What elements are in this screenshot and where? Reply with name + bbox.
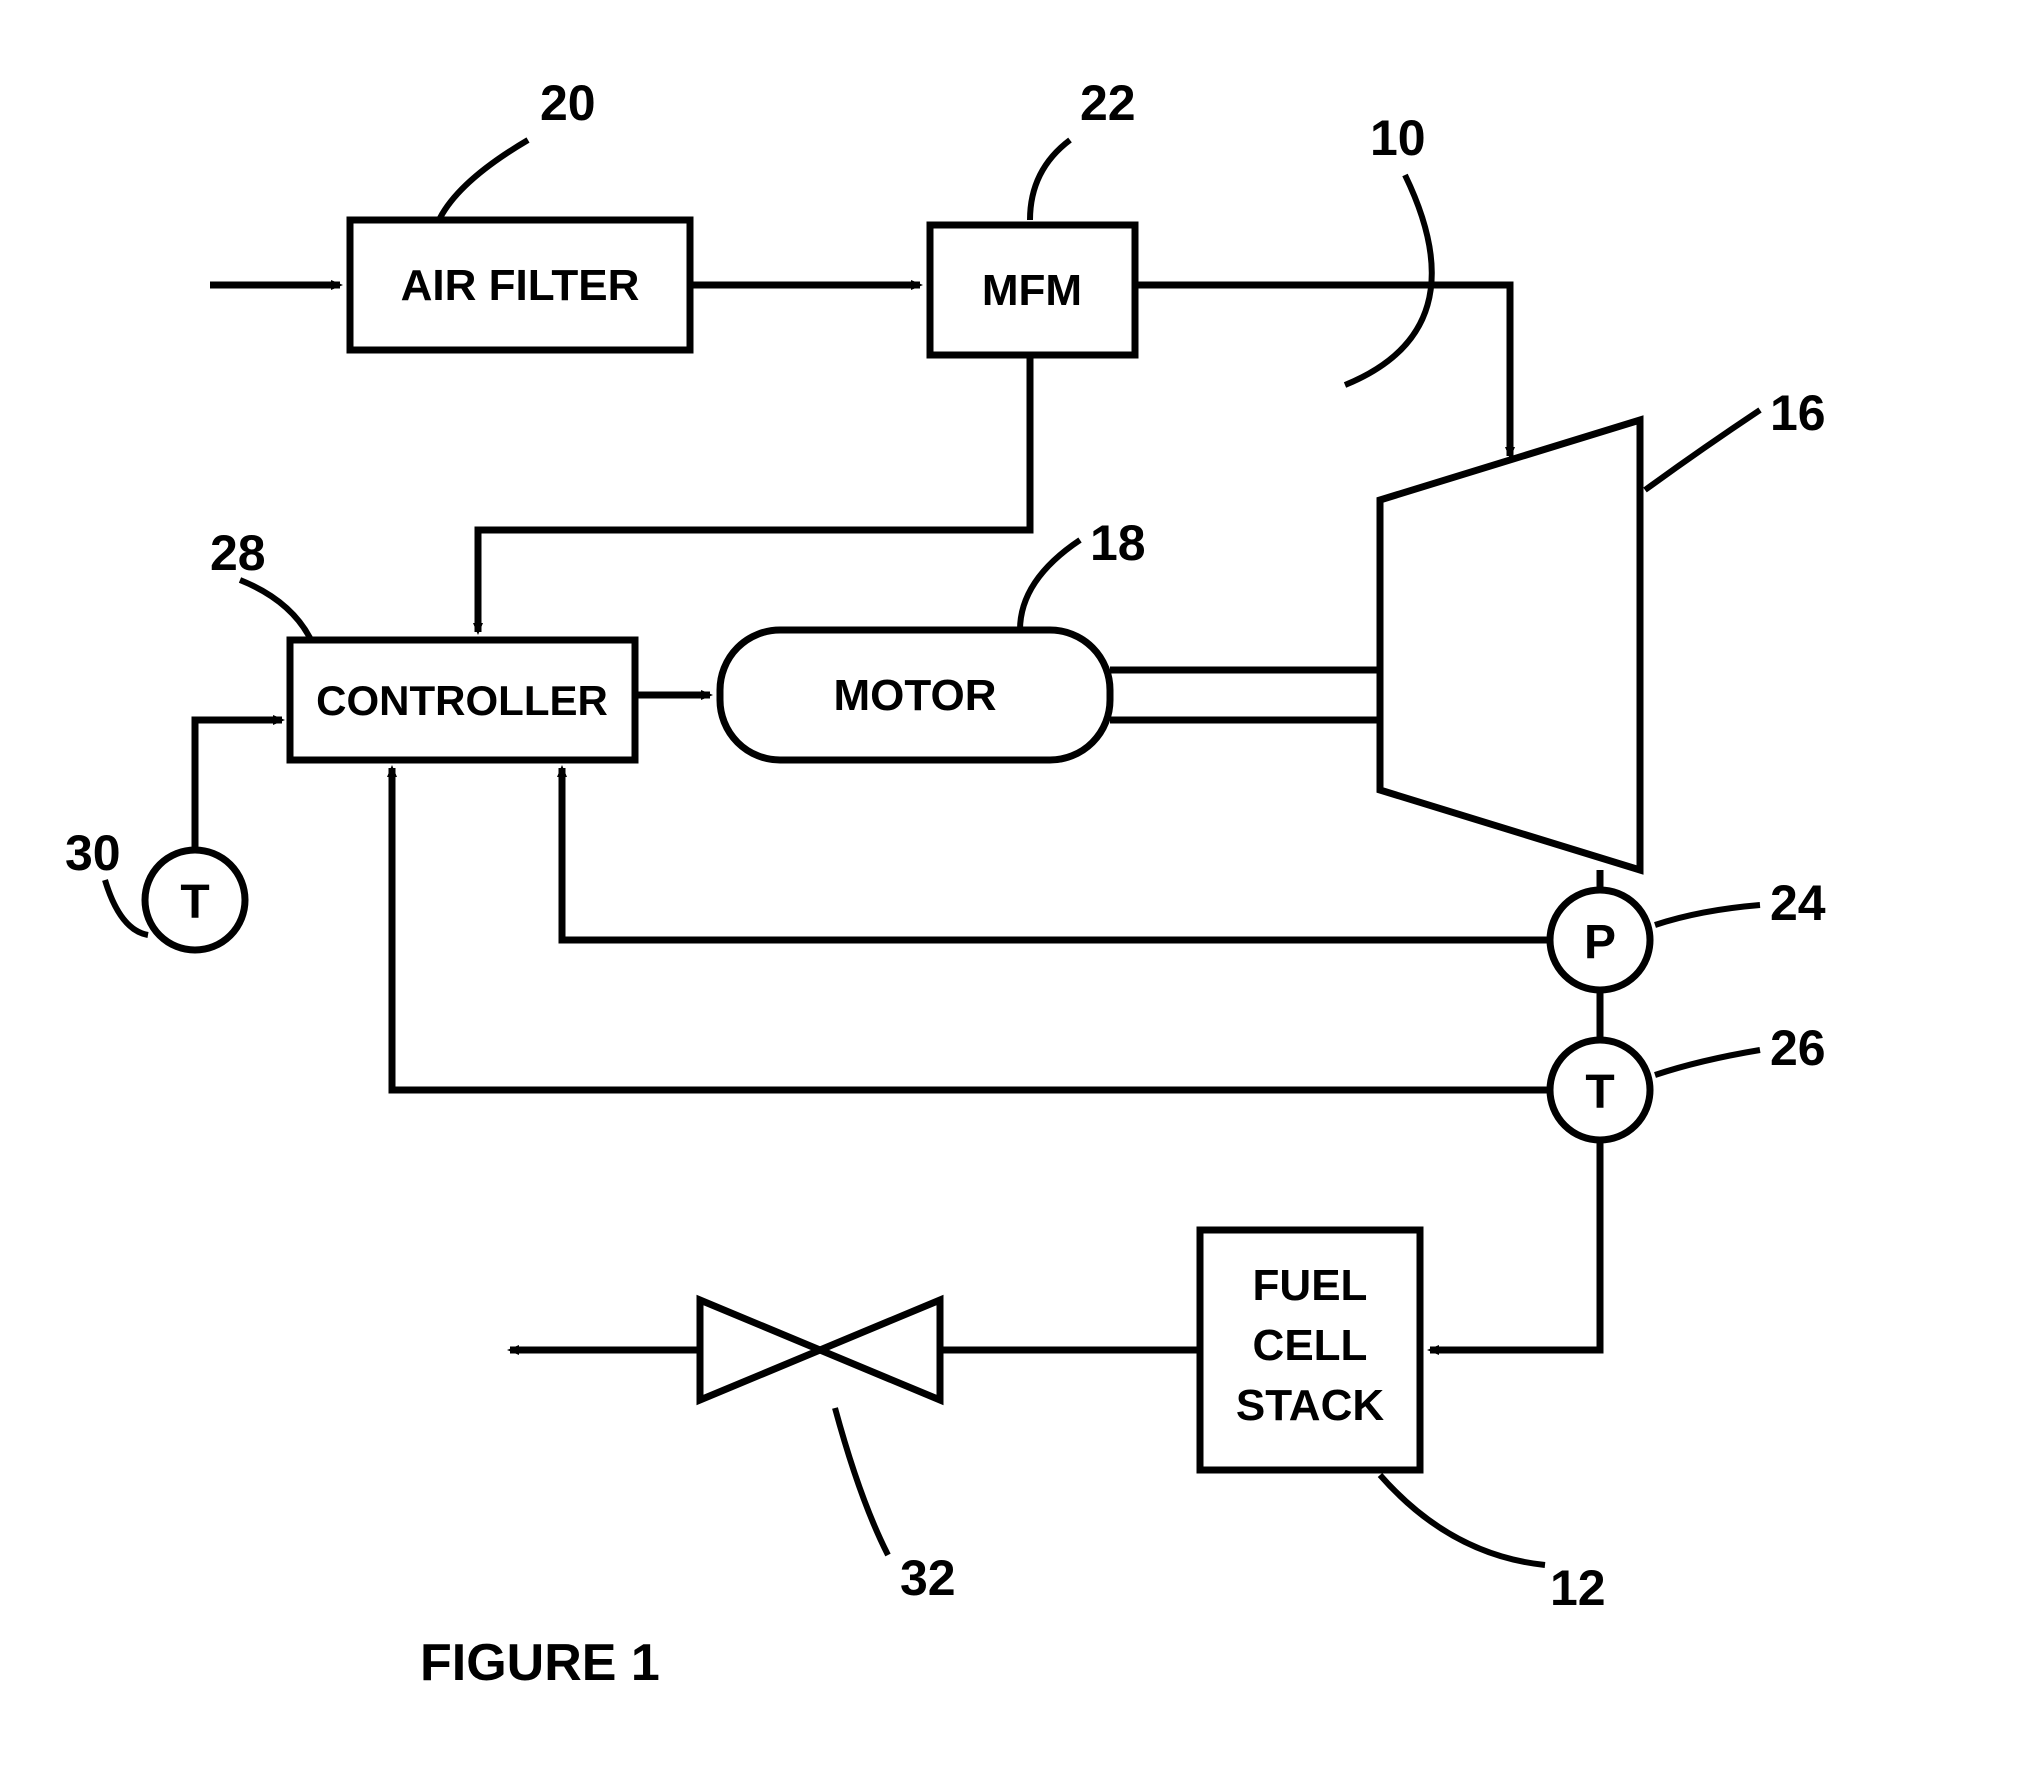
mfm-label: MFM: [982, 266, 1082, 315]
ref-16-leader: [1645, 410, 1760, 490]
t-sensor-inlet: T: [145, 850, 245, 950]
arrow-tin-controller: [195, 720, 282, 850]
valve-right: [820, 1300, 940, 1400]
fuel-cell-block: FUEL CELL STACK: [1200, 1230, 1420, 1470]
figure-caption: FIGURE 1: [420, 1634, 660, 1692]
ref-22-leader: [1030, 140, 1070, 220]
ref-26-leader: [1655, 1050, 1760, 1075]
ref-24: 24: [1770, 875, 1826, 931]
controller-block: CONTROLLER: [290, 640, 635, 760]
fuel-cell-label-2: CELL: [1253, 1321, 1368, 1370]
valve: [700, 1300, 940, 1400]
ref-18-leader: [1020, 540, 1080, 630]
motor-label: MOTOR: [834, 671, 997, 720]
compressor-shape: [1380, 420, 1640, 870]
t-sensor-outlet: T: [1550, 1040, 1650, 1140]
t-outlet-label: T: [1585, 1066, 1614, 1119]
air-filter-label: AIR FILTER: [401, 261, 640, 310]
ref-20-leader: [440, 140, 528, 218]
ref-24-leader: [1655, 905, 1760, 925]
p-label: P: [1584, 916, 1616, 969]
ref-22: 22: [1080, 75, 1136, 131]
mfm-block: MFM: [930, 225, 1135, 355]
motor-block: MOTOR: [720, 630, 1110, 760]
arrow-mfm-controller: [478, 355, 1030, 632]
ref-20: 20: [540, 75, 596, 131]
fuel-cell-diagram: AIR FILTER MFM CONTROLLER MOTOR FUEL CEL…: [0, 0, 2027, 1783]
valve-left: [700, 1300, 820, 1400]
ref-30-leader: [105, 880, 148, 935]
ref-28: 28: [210, 525, 266, 581]
ref-32: 32: [900, 1550, 956, 1606]
ref-12-leader: [1380, 1475, 1545, 1565]
ref-16: 16: [1770, 385, 1826, 441]
fuel-cell-label-3: STACK: [1236, 1381, 1385, 1430]
t-inlet-label: T: [180, 876, 209, 929]
compressor-block: [1110, 420, 1640, 870]
controller-label: CONTROLLER: [316, 677, 608, 724]
air-filter-block: AIR FILTER: [350, 220, 690, 350]
ref-32-leader: [835, 1408, 888, 1555]
ref-28-leader: [240, 580, 310, 638]
connections: [195, 285, 1600, 1350]
ref-30: 30: [65, 825, 121, 881]
arrow-t-fuelcell: [1430, 1140, 1600, 1350]
ref-10-leader: [1345, 175, 1432, 385]
ref-12: 12: [1550, 1560, 1606, 1616]
p-sensor: P: [1550, 890, 1650, 990]
fuel-cell-label-1: FUEL: [1253, 1261, 1368, 1310]
ref-26: 26: [1770, 1020, 1826, 1076]
ref-18: 18: [1090, 515, 1146, 571]
ref-10: 10: [1370, 110, 1426, 166]
arrow-mfm-compressor: [1135, 285, 1510, 456]
arrow-t-controller: [392, 768, 1550, 1090]
